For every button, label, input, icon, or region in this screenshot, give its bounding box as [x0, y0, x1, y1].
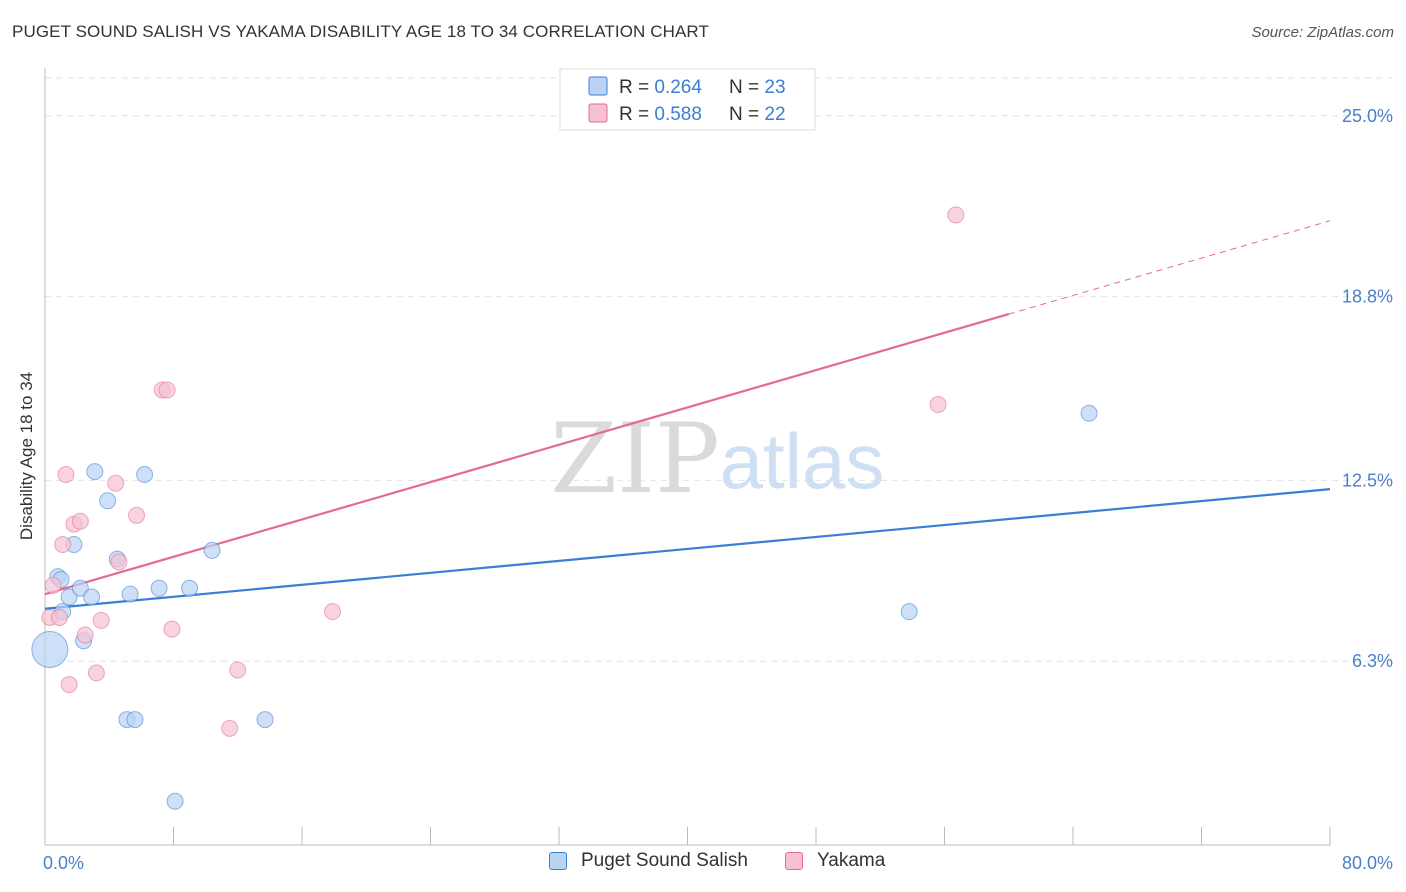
yakama-point — [163, 620, 181, 638]
axes — [44, 68, 1331, 846]
yakama-point — [947, 206, 965, 224]
yakama-point — [71, 512, 89, 530]
x-tick-label-end: 80.0% — [1342, 853, 1393, 873]
grid-lines — [45, 77, 1392, 662]
stats-legend: R = 0.264 N = 23 R = 0.588 N = 22 — [559, 68, 816, 131]
puget-sound-salish-point — [121, 585, 139, 603]
puget-sound-salish-point — [126, 711, 144, 729]
legend-label-puget-sound-salish: Puget Sound Salish — [581, 850, 748, 871]
legend-swatch-pink — [785, 852, 803, 870]
yakama-point — [76, 626, 94, 644]
yakama-point — [57, 466, 75, 484]
puget-sound-salish-point — [60, 588, 78, 606]
yakama-point — [110, 553, 128, 571]
yakama-point — [229, 661, 247, 679]
yakama-point — [54, 536, 72, 554]
tick-labels: 6.3% 12.5% 18.8% 25.0% 0.0% 80.0% — [43, 106, 1393, 873]
yakama-point — [221, 719, 239, 737]
yakama-point — [44, 576, 62, 594]
puget-sound-salish-point — [99, 492, 117, 510]
puget-sound-salish-point — [150, 579, 168, 597]
puget-sound-salish-point — [203, 541, 221, 559]
yakama-point — [158, 381, 176, 399]
x-tick-label-start: 0.0% — [43, 853, 84, 873]
stats-n-value-1: 23 — [764, 77, 785, 98]
yakama-point — [929, 396, 947, 414]
puget-sound-salish-point — [86, 463, 104, 481]
puget-sound-salish-point — [83, 588, 101, 606]
stats-row-1: R = 0.264 N = 23 — [619, 77, 786, 98]
yakama-point — [87, 664, 105, 682]
yakama-point — [60, 676, 78, 694]
puget-sound-salish-point — [136, 466, 154, 484]
stats-swatch-pink — [588, 103, 608, 123]
legend-swatch-blue — [549, 852, 567, 870]
yakama-point — [107, 474, 125, 492]
y-tick-label: 25.0% — [1342, 106, 1393, 126]
legend-label-yakama: Yakama — [817, 850, 886, 871]
y-tick-label: 12.5% — [1342, 470, 1393, 490]
puget-sound-salish-point — [31, 631, 69, 669]
puget-sound-salish-point — [71, 579, 89, 597]
y-tick-label: 6.3% — [1352, 651, 1393, 671]
watermark: ZIP atlas — [550, 403, 884, 515]
yakama-point — [92, 611, 110, 629]
stats-n-label-1: N = — [729, 77, 764, 98]
stats-row-2: R = 0.588 N = 22 — [619, 104, 786, 125]
stats-r-value-1: 0.264 — [654, 77, 702, 98]
puget-sound-salish-point — [166, 792, 184, 810]
stats-n-label-2: N = — [729, 104, 764, 125]
stats-swatch-blue — [588, 76, 608, 96]
trend-line-extension-yakama — [1008, 220, 1331, 315]
data-points — [31, 206, 1098, 810]
legend-item-yakama: Yakama — [785, 850, 885, 872]
puget-sound-salish-point — [256, 711, 274, 729]
legend-item-puget-sound-salish: Puget Sound Salish — [549, 850, 748, 872]
puget-sound-salish-point — [1080, 404, 1098, 422]
puget-sound-salish-point — [900, 603, 918, 621]
chart-title: PUGET SOUND SALISH VS YAKAMA DISABILITY … — [12, 22, 709, 41]
trend-line-puget-sound-salish — [44, 488, 1331, 610]
watermark-atlas: atlas — [720, 417, 885, 505]
watermark-zip: ZIP — [550, 403, 719, 515]
puget-sound-salish-point — [181, 579, 199, 597]
yakama-point — [50, 608, 68, 626]
stats-n-value-2: 22 — [764, 104, 785, 125]
y-tick-label: 18.8% — [1342, 287, 1393, 307]
source-credit: Source: ZipAtlas.com — [1251, 24, 1394, 41]
yakama-point — [128, 506, 146, 524]
stats-r-value-2: 0.588 — [654, 104, 702, 125]
y-axis-label: Disability Age 18 to 34 — [17, 372, 36, 540]
yakama-point — [324, 603, 342, 621]
stats-r-label-2: R = — [619, 104, 654, 125]
stats-r-label-1: R = — [619, 77, 654, 98]
